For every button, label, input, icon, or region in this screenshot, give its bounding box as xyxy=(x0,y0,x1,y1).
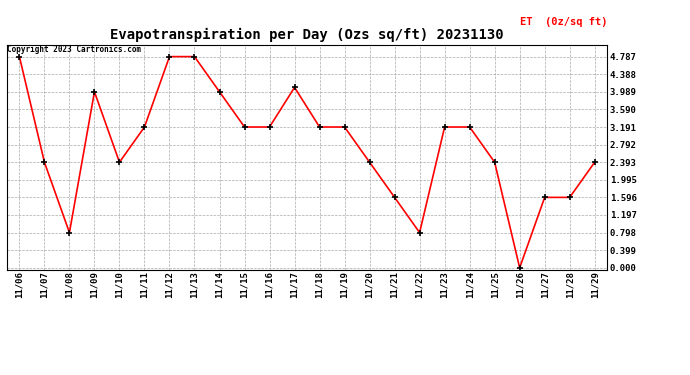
Title: Evapotranspiration per Day (Ozs sq/ft) 20231130: Evapotranspiration per Day (Ozs sq/ft) 2… xyxy=(110,28,504,42)
Text: ET  (0z/sq ft): ET (0z/sq ft) xyxy=(520,17,607,27)
Text: Copyright 2023 Cartronics.com: Copyright 2023 Cartronics.com xyxy=(7,45,141,54)
